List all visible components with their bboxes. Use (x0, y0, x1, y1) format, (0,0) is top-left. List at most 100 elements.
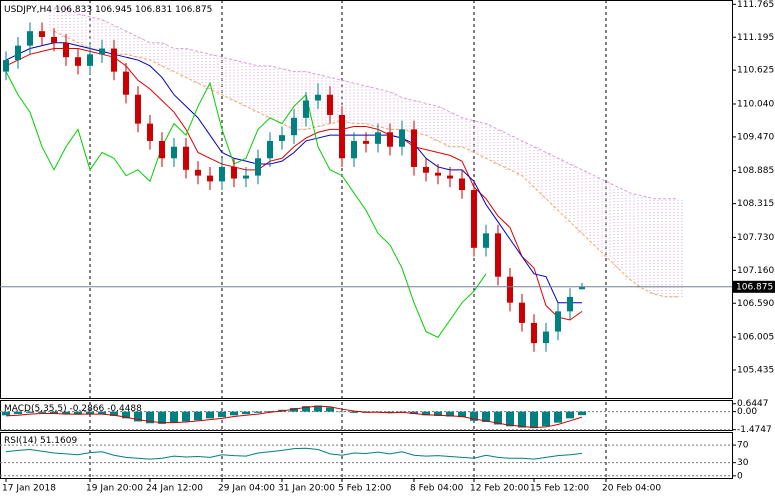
candle-body (291, 117, 297, 136)
header-part: MACD(5,35,5) (4, 404, 67, 414)
y-tick-label: 109.470 (737, 132, 774, 142)
header-part: 106.833 (55, 5, 92, 15)
macd-bar (242, 411, 250, 415)
candle-body (27, 31, 33, 46)
macd-bar (134, 411, 142, 422)
macd-bar (146, 411, 154, 424)
y-tick-label: 110.040 (737, 99, 774, 109)
y-tick-label: 110.625 (737, 66, 774, 76)
candle-body (195, 169, 201, 176)
candle-body (447, 175, 453, 179)
current-price-label: 106.875 (736, 282, 773, 292)
macd-bar (38, 411, 46, 413)
macd-bar (26, 411, 34, 413)
header-part: 106.945 (95, 5, 132, 15)
macd-bar (482, 411, 490, 423)
candle-body (51, 36, 57, 43)
x-tick-label: 20 Feb 04:00 (602, 484, 661, 494)
candle-body (219, 166, 225, 182)
candle-body (507, 276, 513, 303)
candle-body (483, 233, 489, 248)
macd-bar (302, 406, 310, 412)
macd-bar (530, 411, 538, 429)
candle-body (435, 172, 441, 176)
x-tick-label: 19 Jan 20:00 (86, 484, 143, 494)
y-tick-label: 0.00 (737, 407, 757, 417)
candle-body (531, 322, 537, 344)
candle-body (519, 302, 525, 323)
macd-bar (542, 411, 550, 427)
candle-body (459, 178, 465, 191)
current-price-box (733, 280, 775, 293)
candle-body (351, 140, 357, 159)
macd-bar (2, 411, 10, 416)
candle-body (471, 190, 477, 248)
candle-body (339, 114, 345, 159)
candle-body (579, 286, 585, 290)
candle-body (399, 129, 405, 147)
macd-bar (50, 411, 58, 414)
macd-bar (194, 411, 202, 421)
x-tick-label: 29 Jan 04:00 (218, 484, 275, 494)
panel-header: MACD(5,35,5) -0.2866 -0.4488 (4, 404, 142, 414)
macd-bar (230, 411, 238, 416)
header-part: USDJPY,H4 (4, 5, 52, 15)
macd-bar (74, 411, 82, 415)
macd-bar (86, 411, 94, 415)
panel-header: USDJPY,H4 106.833 106.945 106.831 106.87… (4, 5, 212, 15)
macd-bar (386, 411, 394, 413)
macd-bar (122, 411, 130, 419)
macd-bar (218, 411, 226, 418)
candle-body (279, 135, 285, 141)
candle-body (75, 57, 81, 66)
macd-bar (14, 411, 22, 415)
header-part: 106.875 (175, 5, 212, 15)
candle-body (327, 94, 333, 115)
macd-bar (266, 411, 274, 412)
macd-bar (314, 405, 322, 412)
candle-body (231, 166, 237, 179)
macd-bar (350, 411, 358, 413)
candle-body (243, 175, 249, 179)
candle-body (255, 158, 261, 176)
y-tick-label: 106.005 (737, 333, 774, 343)
candle-body (3, 60, 9, 72)
macd-bar (62, 411, 70, 415)
candle-body (423, 166, 429, 173)
candle-body (315, 94, 321, 101)
macd-bar (98, 411, 106, 415)
candle-body (267, 140, 273, 159)
candle-body (555, 311, 561, 332)
candle-body (171, 146, 177, 159)
candle-body (375, 132, 381, 144)
macd-bar (458, 411, 466, 418)
senkou-span-a (53, 30, 678, 298)
macd-bar (434, 411, 442, 416)
header-part: RSI(14) (4, 436, 37, 446)
candle-body (303, 100, 309, 118)
x-tick-label: 5 Feb 12:00 (338, 484, 392, 494)
macd-bar (290, 407, 298, 412)
candle-body (111, 48, 117, 72)
macd-bar (158, 411, 166, 424)
macd-bar (578, 411, 586, 416)
candle-body (99, 48, 105, 55)
y-tick-label: 107.730 (737, 233, 774, 243)
y-tick-label: 0 (737, 471, 743, 481)
y-tick-label: 107.160 (737, 266, 774, 276)
macd-bar (110, 411, 118, 416)
signal-line (5, 405, 583, 429)
candle-body (159, 140, 165, 159)
header-part: 106.831 (135, 5, 172, 15)
y-tick-label: 105.435 (737, 365, 774, 375)
x-tick-label: 15 Feb 12:00 (530, 484, 589, 494)
header-part: -0.2866 (70, 404, 105, 414)
header-part: -0.4488 (107, 404, 142, 414)
macd-bar (470, 411, 478, 421)
macd-bar (446, 411, 454, 417)
macd-bar (494, 411, 502, 425)
x-tick-label: 17 Jan 2018 (2, 484, 56, 494)
candle-body (63, 42, 69, 58)
rsi-line (5, 447, 583, 460)
